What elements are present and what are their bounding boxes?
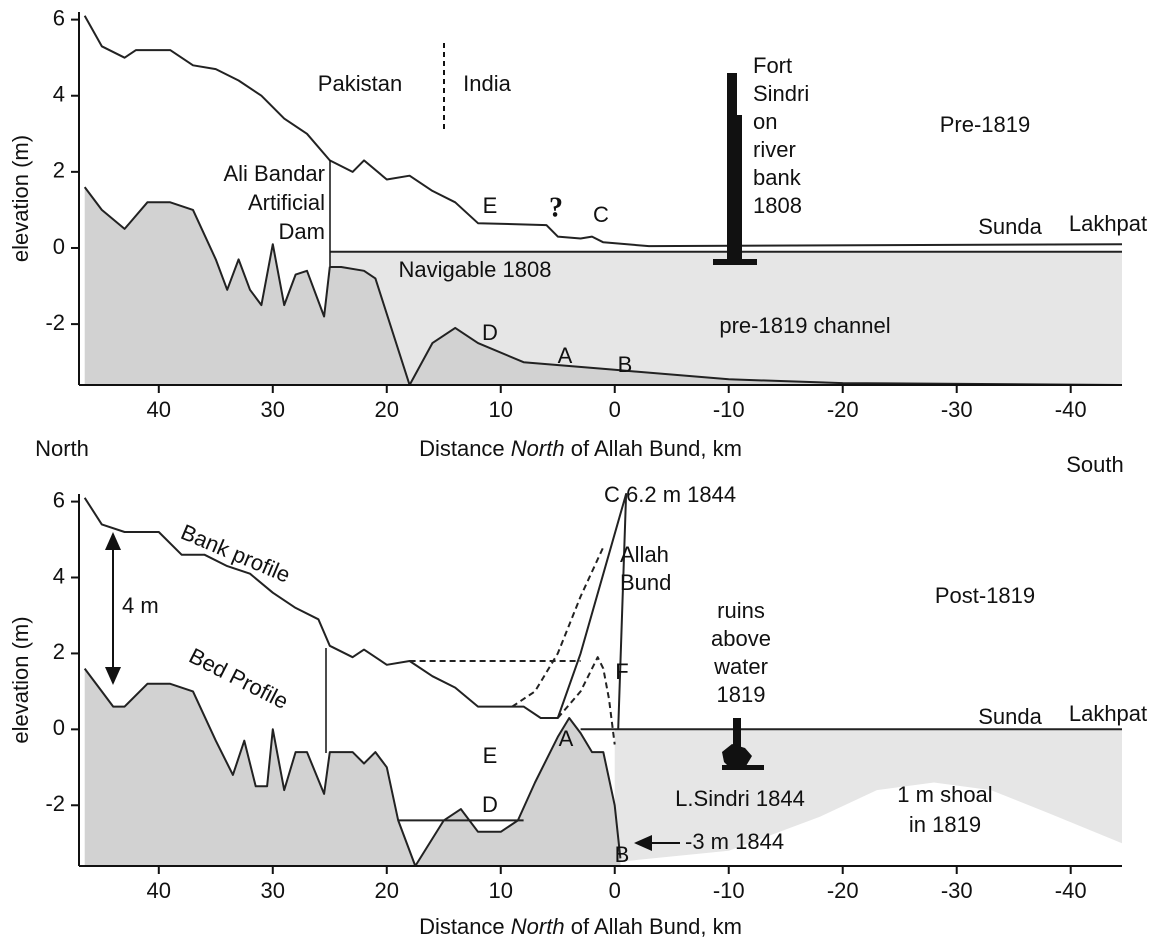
annotation: Bed Profile	[185, 643, 292, 714]
annotation: 4 m	[122, 593, 159, 618]
x-tick-label: 10	[489, 397, 513, 422]
x-axis-label-part: Distance	[419, 914, 511, 939]
annotation: Fort	[753, 53, 792, 78]
x-axis-label-part: North	[511, 914, 565, 939]
annotation: river	[753, 137, 796, 162]
annotation: A	[559, 726, 574, 751]
y-axis-label: elevation (m)	[8, 616, 33, 743]
fort-bar	[737, 115, 742, 263]
annotation: ?	[549, 192, 563, 223]
annotation: 1808	[753, 193, 802, 218]
dashed-profile	[512, 547, 603, 707]
y-tick-label: -2	[45, 310, 65, 335]
x-tick-label: 10	[489, 878, 513, 903]
annotation: pre-1819 channel	[719, 313, 890, 338]
y-tick-label: 2	[53, 158, 65, 183]
x-tick-label: 30	[261, 878, 285, 903]
annotation: B	[615, 842, 630, 867]
x-tick-label: 40	[147, 878, 171, 903]
x-tick-label: -30	[941, 397, 973, 422]
y-tick-label: 6	[53, 5, 65, 30]
y-tick-label: -2	[45, 791, 65, 816]
y-tick-label: 4	[53, 82, 65, 107]
annotation: India	[463, 71, 511, 96]
annotation: Allah	[620, 542, 669, 567]
annotation: Bank profile	[177, 519, 294, 587]
annotation: Lakhpat	[1069, 701, 1147, 726]
annotation: bank	[753, 165, 802, 190]
y-tick-label: 2	[53, 639, 65, 664]
x-tick-label: 20	[375, 878, 399, 903]
area-fill	[85, 669, 621, 866]
annotation: North	[35, 436, 89, 461]
fort-base	[713, 259, 757, 265]
y-tick-label: 4	[53, 563, 65, 588]
x-axis-label-part: of Allah Bund, km	[565, 436, 742, 461]
annotation: F	[615, 659, 628, 684]
annotation: on	[753, 109, 777, 134]
x-axis-label: Distance North of Allah Bund, km	[419, 436, 742, 461]
annotation: -3 m 1844	[685, 829, 784, 854]
figure: 6420-2403020100-10-20-30-40elevation (m)…	[0, 0, 1158, 946]
y-tick-label: 6	[53, 487, 65, 512]
annotation: D	[482, 320, 498, 345]
x-tick-label: 30	[261, 397, 285, 422]
annotation: Sindri	[753, 81, 809, 106]
annotation: C	[593, 202, 609, 227]
x-axis-label-part: North	[511, 436, 565, 461]
annotation: South	[1066, 452, 1124, 477]
annotation: C 6.2 m 1844	[604, 482, 736, 507]
annotation: Pakistan	[318, 71, 402, 96]
x-tick-label: 0	[609, 397, 621, 422]
annotation: above	[711, 626, 771, 651]
x-axis-label-part: of Allah Bund, km	[565, 914, 742, 939]
annotation: in 1819	[909, 812, 981, 837]
x-tick-label: 20	[375, 397, 399, 422]
annotation: ruins	[717, 598, 765, 623]
x-axis-label-part: Distance	[419, 436, 511, 461]
y-axis-label: elevation (m)	[8, 135, 33, 262]
annotation: 1819	[717, 682, 766, 707]
y-tick-label: 0	[53, 234, 65, 259]
x-tick-label: -20	[827, 397, 859, 422]
annotation: Sunda	[978, 704, 1042, 729]
ruin-base	[722, 765, 764, 770]
annotation: Ali Bandar	[223, 161, 325, 186]
x-tick-label: -20	[827, 878, 859, 903]
x-tick-label: -40	[1055, 878, 1087, 903]
annotation: A	[558, 343, 573, 368]
x-tick-label: -40	[1055, 397, 1087, 422]
annotation: Artificial	[248, 190, 325, 215]
annotation: Pre-1819	[940, 112, 1031, 137]
annotation: Sunda	[978, 214, 1042, 239]
x-axis-label: Distance North of Allah Bund, km	[419, 914, 742, 939]
annotation: Dam	[279, 219, 325, 244]
annotation: Bund	[620, 570, 671, 595]
x-tick-label: -10	[713, 878, 745, 903]
annotation: D	[482, 792, 498, 817]
x-tick-label: 0	[609, 878, 621, 903]
annotation: L.Sindri 1844	[675, 786, 805, 811]
annotation: 1 m shoal	[897, 782, 992, 807]
x-tick-label: 40	[147, 397, 171, 422]
annotation: Lakhpat	[1069, 211, 1147, 236]
y-tick-label: 0	[53, 715, 65, 740]
annotation: Navigable 1808	[399, 257, 552, 282]
annotation: E	[483, 743, 498, 768]
x-tick-label: -30	[941, 878, 973, 903]
annotation: Post-1819	[935, 583, 1035, 608]
annotation: B	[618, 352, 633, 377]
fort-bar	[727, 73, 737, 263]
annotation: E	[483, 193, 498, 218]
annotation: water	[713, 654, 768, 679]
x-tick-label: -10	[713, 397, 745, 422]
